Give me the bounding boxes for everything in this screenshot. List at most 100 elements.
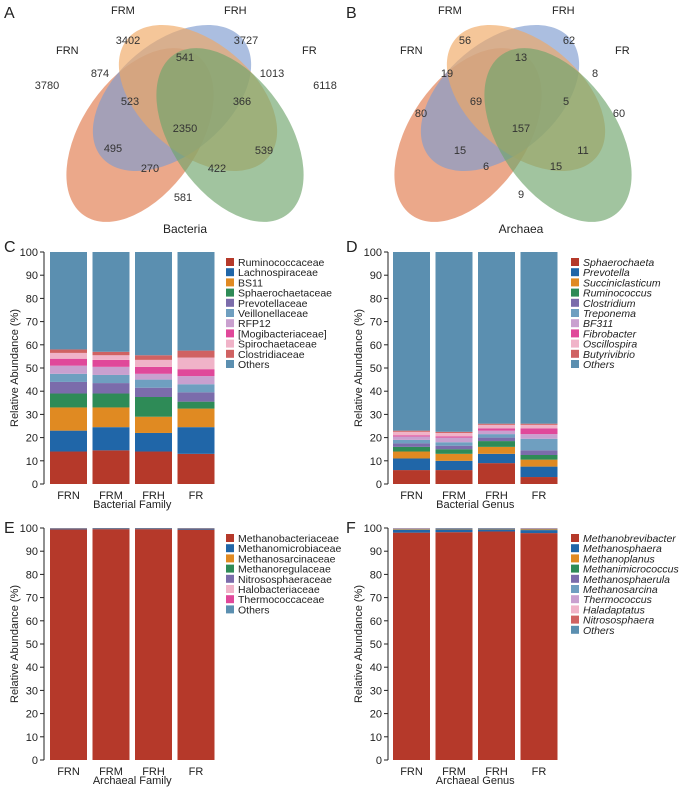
bar-segment [520, 459, 558, 467]
legend-label: Methanosarcinaceae [238, 553, 336, 565]
bar-segment [478, 453, 515, 464]
bar-segment [135, 397, 172, 417]
legend-label: Methanosphaera [583, 543, 662, 555]
bar-segment [135, 451, 172, 484]
legend-label: Succiniclasticum [583, 277, 661, 289]
y-tick-label: 80 [26, 569, 38, 581]
bar-segment [92, 366, 130, 375]
panel-letter-e: E [4, 520, 15, 537]
bar-segment [135, 416, 172, 433]
bar-segment [92, 383, 130, 394]
legend-swatch [226, 585, 234, 593]
x-tick-label: FRH [142, 490, 165, 502]
bar-segment [135, 529, 172, 760]
bar-segment [393, 451, 430, 459]
bar-segment [92, 450, 130, 484]
bar-segment [50, 358, 87, 366]
legend-label: Clostridium [583, 298, 636, 310]
bar-segment [177, 369, 215, 377]
bar-segment [50, 528, 87, 530]
legend-label: Others [583, 625, 615, 637]
bar-segment [393, 470, 430, 484]
legend-label: Nitrososphaeraceae [238, 574, 332, 586]
bar-segment [92, 528, 130, 530]
bar-segment [177, 427, 215, 454]
legend-label: Sphaerochaeta [583, 257, 654, 269]
bar-segment [393, 436, 430, 440]
bar-segment [520, 450, 558, 455]
x-tick-label: FRN [400, 490, 423, 502]
bar-segment [435, 442, 473, 446]
y-tick-label: 60 [26, 616, 38, 628]
venn-region-frh-only: 62 [563, 35, 575, 47]
venn-region-frn-frh-fr: 6 [483, 161, 489, 173]
legend-label: Veillonellaceae [238, 308, 308, 320]
venn-region-frm-only: 56 [459, 35, 471, 47]
chart-bacterial-family: C 0 10 20 30 40 50 60 70 80 90 100 Relative Abundan… [4, 239, 332, 511]
bar-segment [520, 477, 558, 484]
bar-segment [135, 379, 172, 388]
y-axis-title: Relative Abundance (%) [9, 309, 21, 427]
bar-segment [50, 407, 87, 431]
legend-swatch [571, 298, 579, 307]
chart-archaeal-family: E 0 10 20 30 40 50 60 70 80 90 100 Relative Abundan… [4, 520, 341, 787]
venn-region-frm-frh-fr: 366 [233, 96, 251, 108]
y-tick-label: 20 [370, 433, 382, 445]
venn-region-frn-frm: 19 [441, 68, 453, 80]
legend-swatch [571, 349, 579, 358]
bar-segment [92, 407, 130, 428]
bar-segment [478, 423, 515, 425]
chart-archaeal-genus: F 0 10 20 30 40 50 60 70 80 90 100 Relative Abundan… [346, 520, 679, 787]
x-tick-label: FRH [485, 766, 508, 778]
y-tick-label: 60 [26, 340, 38, 352]
bar-segment [435, 431, 473, 433]
y-tick-label: 80 [26, 293, 38, 305]
bar-segment [92, 427, 130, 451]
x-tick-label: FRM [442, 766, 466, 778]
legend-swatch [226, 298, 234, 307]
venn-region-frn-frm: 874 [91, 68, 109, 80]
legend-swatch [226, 595, 234, 604]
y-axis-title: Relative Abundance (%) [353, 585, 365, 703]
bar-segment [520, 434, 558, 439]
bar-segment [135, 359, 172, 367]
venn-set-fr [156, 48, 304, 222]
bar-segment [177, 408, 215, 428]
bar-segment [50, 451, 87, 484]
legend-label: Methanobrevibacter [583, 533, 676, 545]
bar-segment [520, 428, 558, 435]
panel-letter-a: A [4, 5, 15, 22]
y-tick-label: 90 [26, 546, 38, 558]
bar-segment [520, 438, 558, 451]
legend-label: Methanomicrobiaceae [238, 543, 341, 555]
y-axis-title: Relative Abundance (%) [353, 309, 365, 427]
bar-segment [92, 393, 130, 408]
bar-segment [177, 376, 215, 385]
bar-segment [435, 532, 473, 760]
venn-label-fr: FR [302, 45, 317, 57]
bar-segment [177, 252, 215, 351]
bar-segment [177, 392, 215, 402]
venn-region-frm-frh: 13 [515, 52, 527, 64]
bar-segment [520, 466, 558, 478]
venn-region-frm-frh: 541 [176, 52, 194, 64]
x-axis-title: Bacterial Family [93, 499, 172, 511]
legend-swatch [571, 329, 579, 338]
y-tick-label: 10 [26, 456, 38, 468]
bar-segment [50, 373, 87, 382]
bar-segment [177, 529, 215, 760]
legend-label: Oscillospira [583, 339, 637, 351]
bar-segment [50, 349, 87, 353]
venn-caption-archaea: Archaea [499, 222, 544, 236]
venn-region-fr-only: 60 [613, 108, 625, 120]
legend-label: Haladaptatus [583, 604, 646, 616]
bar-segment [92, 252, 130, 352]
venn-region-frn-fr: 581 [174, 192, 192, 204]
legend-swatch [571, 554, 579, 563]
legend-swatch [226, 574, 234, 583]
bar-segment [435, 529, 473, 533]
venn-set-fr [484, 48, 632, 222]
venn-region-frh-fr: 8 [592, 68, 598, 80]
bar-segment [50, 381, 87, 394]
